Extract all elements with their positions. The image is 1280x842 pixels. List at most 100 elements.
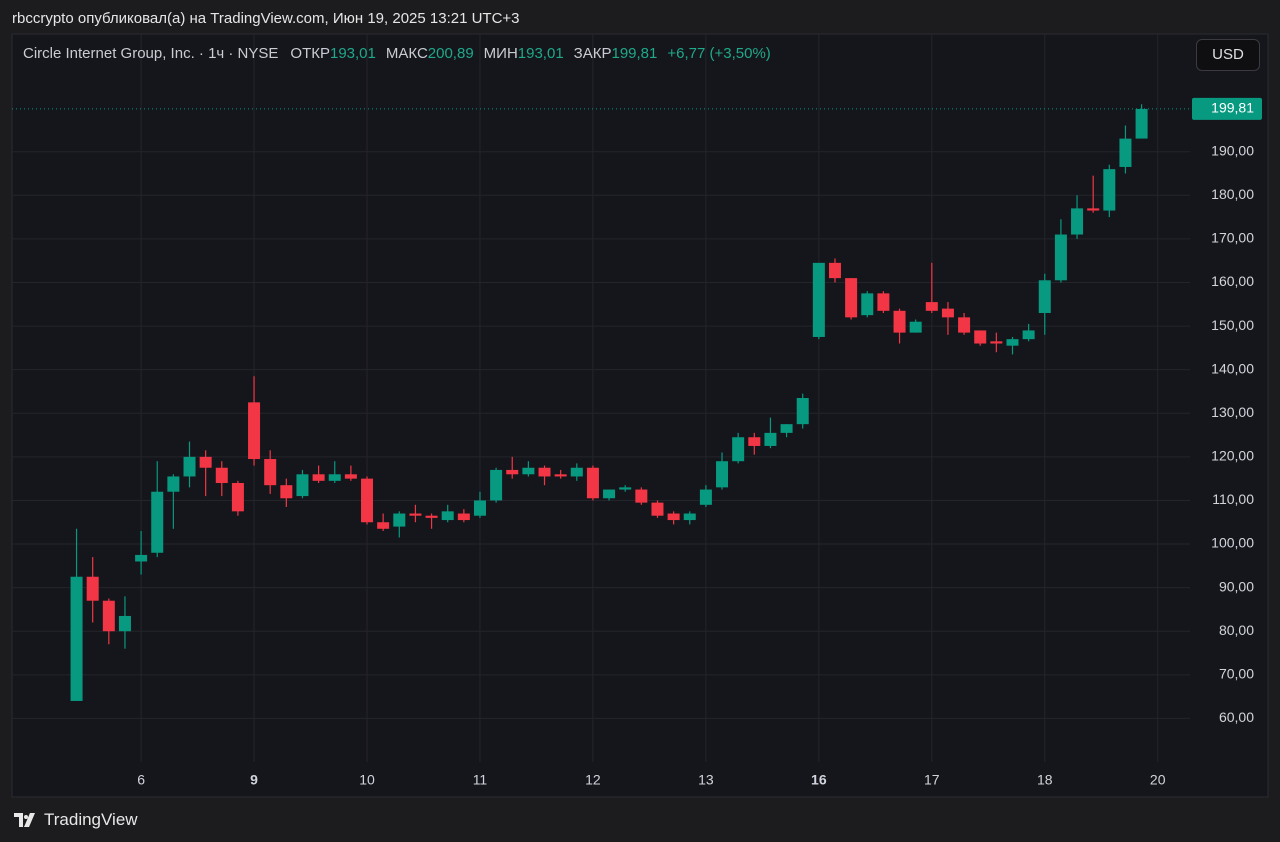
candle-body — [1087, 208, 1100, 211]
footer: TradingView — [14, 810, 138, 830]
candle-body — [409, 513, 422, 516]
x-tick-label: 20 — [1150, 772, 1166, 788]
candle-body — [377, 522, 390, 529]
candle-body — [667, 513, 680, 521]
candle-body — [183, 456, 196, 477]
x-tick-label: 10 — [359, 772, 375, 788]
candle-body — [861, 293, 874, 316]
ohlc-value: 193,01 — [517, 45, 564, 62]
candle-body — [619, 487, 632, 490]
candle-body — [1054, 234, 1067, 281]
candle-body — [586, 467, 599, 499]
y-tick-label: 130,00 — [1211, 404, 1254, 420]
chart-title: Circle Internet Group, Inc. · 1ч · NYSE — [23, 45, 279, 62]
price-change: +6,77 (+3,50%) — [667, 45, 771, 62]
candle-body — [748, 437, 761, 446]
brand-logo — [14, 813, 35, 827]
brand-name: TradingView — [44, 810, 138, 829]
x-tick-label: 16 — [811, 772, 827, 788]
y-tick-label: 120,00 — [1211, 448, 1254, 464]
candle-body — [764, 432, 777, 446]
candle-body — [845, 278, 858, 318]
ohlc-value: 193,01 — [329, 45, 376, 62]
y-tick-label: 80,00 — [1219, 622, 1254, 638]
candle-body — [264, 459, 277, 486]
ohlc-label: ЗАКР — [573, 45, 612, 62]
ohlc-label: МАКС — [385, 45, 428, 62]
candle-body — [151, 491, 164, 553]
chart-panel — [11, 33, 1269, 798]
candle-body — [280, 485, 293, 499]
candle-body — [441, 511, 454, 521]
candle-body — [425, 515, 438, 518]
ohlc-label: ОТКР — [290, 45, 330, 62]
x-tick-label: 11 — [473, 772, 488, 788]
candle-body — [1038, 280, 1051, 313]
candle-body — [538, 467, 551, 477]
y-tick-label: 170,00 — [1211, 230, 1254, 246]
x-tick-label: 18 — [1037, 772, 1053, 788]
candle-body — [893, 310, 906, 333]
candle-body — [716, 461, 729, 488]
candle-body — [344, 474, 357, 479]
y-tick-label: 90,00 — [1219, 578, 1254, 594]
ohlc-value: 199,81 — [611, 45, 658, 62]
candle-body — [732, 437, 745, 462]
candle-body — [199, 456, 212, 468]
candle-body — [102, 600, 115, 632]
candle-body — [1119, 138, 1132, 167]
y-tick-label: 160,00 — [1211, 273, 1254, 289]
candle-body — [361, 478, 374, 523]
candle-body — [635, 489, 648, 503]
candle-body — [990, 341, 1003, 344]
candle-body — [683, 513, 696, 521]
candle-body — [506, 469, 519, 475]
attribution: rbccrypto опубликовал(а) на TradingView.… — [12, 10, 520, 27]
x-tick-label: 13 — [698, 772, 714, 788]
candle-body — [473, 500, 486, 516]
candle-body — [651, 502, 664, 516]
candle-body — [312, 474, 325, 481]
candle-body — [1006, 339, 1019, 346]
candle-body — [457, 513, 470, 521]
candle-body — [958, 317, 971, 333]
candle-body — [167, 476, 180, 492]
candle-body — [925, 302, 938, 311]
candle-body — [490, 469, 503, 501]
candle-body — [780, 424, 793, 433]
candle-body — [1103, 169, 1116, 211]
y-tick-label: 190,00 — [1211, 142, 1254, 158]
ohlc-label: МИН — [483, 45, 518, 62]
chart-header: Circle Internet Group, Inc. · 1ч · NYSE О… — [23, 45, 771, 62]
y-tick-label: 150,00 — [1211, 317, 1254, 333]
x-tick-label: 9 — [250, 772, 258, 788]
x-tick-label: 17 — [924, 772, 940, 788]
candle-body — [522, 467, 535, 475]
candle-body — [909, 321, 922, 333]
x-tick-label: 12 — [585, 772, 601, 788]
candle-body — [328, 474, 341, 481]
y-tick-label: 100,00 — [1211, 535, 1254, 551]
candle-body — [86, 576, 99, 601]
candle-body — [248, 402, 261, 460]
currency-button[interactable]: USD — [1196, 39, 1260, 71]
candle-body — [1135, 108, 1148, 139]
ohlc-value: 200,89 — [427, 45, 474, 62]
grid — [12, 34, 1190, 762]
candle-body — [135, 554, 148, 562]
candle-body — [570, 467, 583, 477]
candle-body — [118, 615, 131, 632]
candle-body — [828, 262, 841, 279]
candle-body — [215, 467, 228, 484]
candle-body — [603, 489, 616, 499]
y-tick-label: 180,00 — [1211, 186, 1254, 202]
candle-body — [231, 483, 244, 512]
candle-body — [1022, 330, 1035, 340]
x-tick-label: 6 — [137, 772, 145, 788]
candle-body — [699, 489, 712, 505]
candle-body — [554, 474, 567, 477]
y-tick-label: 110,00 — [1212, 491, 1254, 507]
candle-body — [941, 308, 954, 318]
